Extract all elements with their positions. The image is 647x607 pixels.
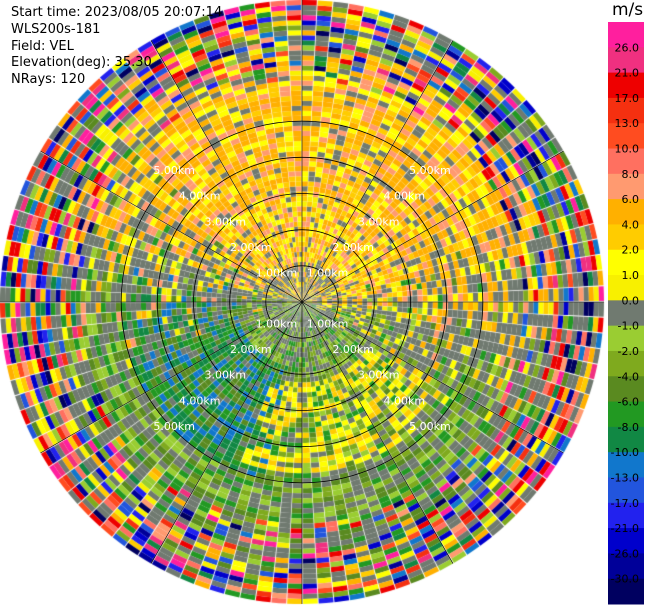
range-ring-label: 4.00km [384, 190, 426, 203]
colorbar-tick-label: -17.0 [611, 497, 639, 510]
colorbar-swatch [608, 528, 644, 554]
colorbar-tick-label: -6.0 [618, 396, 639, 409]
colorbar-tick-label: 13.0 [615, 117, 640, 130]
instrument-label: WLS200s-181 [11, 22, 101, 37]
colorbar-tick-label: 26.0 [615, 41, 640, 54]
radial-line [40, 301, 303, 454]
nrays-label: NRays: 120 [11, 72, 86, 87]
range-ring-label: 2.00km [332, 343, 374, 356]
colorbar-swatch [608, 376, 644, 403]
radial-line [301, 150, 564, 303]
colorbar-tick-label: -30.0 [611, 573, 639, 586]
field-label: Field: VEL [11, 39, 74, 54]
radial-line [301, 40, 454, 303]
colorbar-tick-label: -4.0 [618, 370, 639, 383]
colorbar-swatch [608, 325, 644, 352]
colorbar-tick-label: 10.0 [615, 143, 640, 156]
range-ring-label: 3.00km [358, 369, 400, 382]
colorbar-tick-label: -2.0 [618, 345, 639, 358]
range-ring-label: 3.00km [358, 215, 400, 228]
colorbar-tick-label: -10.0 [611, 446, 639, 459]
colorbar-swatch [608, 97, 644, 124]
colorbar-swatch [608, 275, 644, 301]
colorbar-title: m/s [612, 0, 644, 20]
range-ring-label: 4.00km [179, 394, 221, 407]
colorbar-swatch [608, 426, 644, 453]
range-ring-label: 1.00km [256, 318, 298, 331]
colorbar-tick-label: -8.0 [618, 421, 639, 434]
colorbar-tick-label: -13.0 [611, 471, 639, 484]
range-ring-label: 4.00km [384, 394, 426, 407]
range-ring-label: 3.00km [204, 215, 246, 228]
colorbar-tick-label: 21.0 [615, 67, 640, 80]
radial-line [150, 301, 303, 564]
start-time-label: Start time: 2023/08/05 20:07:14 [11, 5, 223, 20]
colorbar-swatch [608, 47, 644, 74]
colorbar-swatch [608, 502, 644, 529]
colorbar-tick-label: 17.0 [615, 92, 640, 105]
range-ring-label: 1.00km [307, 318, 349, 331]
colorbar-tick-label: 1.0 [622, 269, 640, 282]
colorbar-swatch [608, 173, 644, 200]
colorbar-swatch [608, 452, 644, 478]
colorbar-tick-label: 4.0 [622, 218, 640, 231]
range-ring-label: 2.00km [332, 241, 374, 254]
radial-line [40, 150, 303, 303]
colorbar-swatch [608, 350, 644, 377]
colorbar-tick-label: -21.0 [611, 522, 639, 535]
radial-line [301, 301, 564, 454]
range-ring-label: 5.00km [153, 164, 195, 177]
colorbar-swatch [608, 148, 644, 175]
colorbar-swatch [608, 199, 644, 225]
colorbar-tick-label: 6.0 [622, 193, 640, 206]
colorbar-swatch [608, 224, 644, 251]
range-ring-label: 2.00km [230, 241, 272, 254]
colorbar-swatch [608, 72, 644, 99]
colorbar-tick-label: -1.0 [618, 320, 639, 333]
radial-line [301, 301, 454, 564]
range-ring-label: 1.00km [307, 266, 349, 279]
colorbar-swatch [608, 578, 644, 605]
colorbar-swatch [608, 300, 644, 327]
range-ring-label: 5.00km [409, 164, 451, 177]
range-ring-label: 3.00km [204, 369, 246, 382]
colorbar-tick-label: 0.0 [622, 294, 640, 307]
colorbar-swatch [608, 123, 644, 150]
colorbar-tick-label: -26.0 [611, 547, 639, 560]
range-ring-label: 5.00km [409, 420, 451, 433]
colorbar-swatch [608, 22, 644, 48]
radial-line [150, 40, 303, 303]
range-ring-label: 5.00km [153, 420, 195, 433]
range-ring-label: 4.00km [179, 190, 221, 203]
range-ring-label: 1.00km [256, 266, 298, 279]
colorbar-swatch [608, 249, 644, 276]
range-ring-label: 2.00km [230, 343, 272, 356]
colorbar-swatch [608, 477, 644, 504]
colorbar-tick-label: 2.0 [622, 244, 640, 257]
colorbar-tick-label: 8.0 [622, 168, 640, 181]
colorbar-swatch [608, 401, 644, 428]
colorbar-swatch [608, 553, 644, 580]
elevation-label: Elevation(deg): 35.30 [11, 55, 152, 70]
